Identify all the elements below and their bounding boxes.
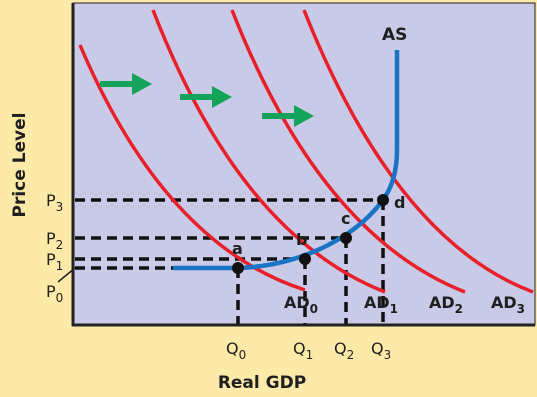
demand-curves (78, 9, 534, 294)
price-label-p1: P1 (46, 250, 63, 273)
quantity-label-q3: Q3 (371, 339, 391, 362)
demand-curve-ad0 (78, 44, 306, 292)
plot-area (72, 2, 536, 326)
ad0-label: AD0 (284, 293, 318, 316)
point-d-label: d (394, 193, 405, 212)
quantity-guides (236, 200, 385, 324)
price-label-p0: P0 (46, 282, 63, 305)
supply-curve-as (173, 50, 400, 271)
p0-leader-line (57, 267, 76, 283)
x-axis-title: Real GDP (218, 373, 306, 393)
demand-curve-ad3 (302, 9, 534, 294)
point-a (232, 262, 244, 274)
point-c (340, 232, 352, 244)
point-b (299, 253, 311, 265)
ad1-label: AD1 (364, 293, 398, 316)
quantity-labels: Q0 Q1 Q2 Q3 (226, 339, 391, 362)
y-axis-title: Price Level (10, 113, 30, 218)
price-label-p3: P3 (46, 191, 63, 214)
arrow-right-icon (100, 73, 152, 95)
shift-arrows (100, 73, 314, 127)
ad3-label: AD3 (491, 293, 525, 316)
quantity-label-q0: Q0 (226, 339, 246, 362)
demand-curve-ad1 (151, 9, 386, 294)
demand-curve-ad2 (230, 9, 466, 294)
quantity-label-q2: Q2 (334, 339, 354, 362)
arrow-right-icon (262, 105, 314, 127)
quantity-label-q1: Q1 (293, 339, 313, 362)
price-labels: P3 P2 P1 P0 (46, 191, 63, 305)
ad2-label: AD2 (429, 293, 463, 316)
point-c-label: c (341, 209, 350, 228)
arrow-right-icon (180, 86, 232, 108)
point-d (377, 194, 389, 206)
price-label-p2: P2 (46, 229, 63, 252)
equilibrium-points (232, 194, 389, 274)
point-b-label: b (296, 230, 307, 249)
supply-curve-label: AS (382, 25, 407, 45)
point-a-label: a (232, 239, 243, 258)
